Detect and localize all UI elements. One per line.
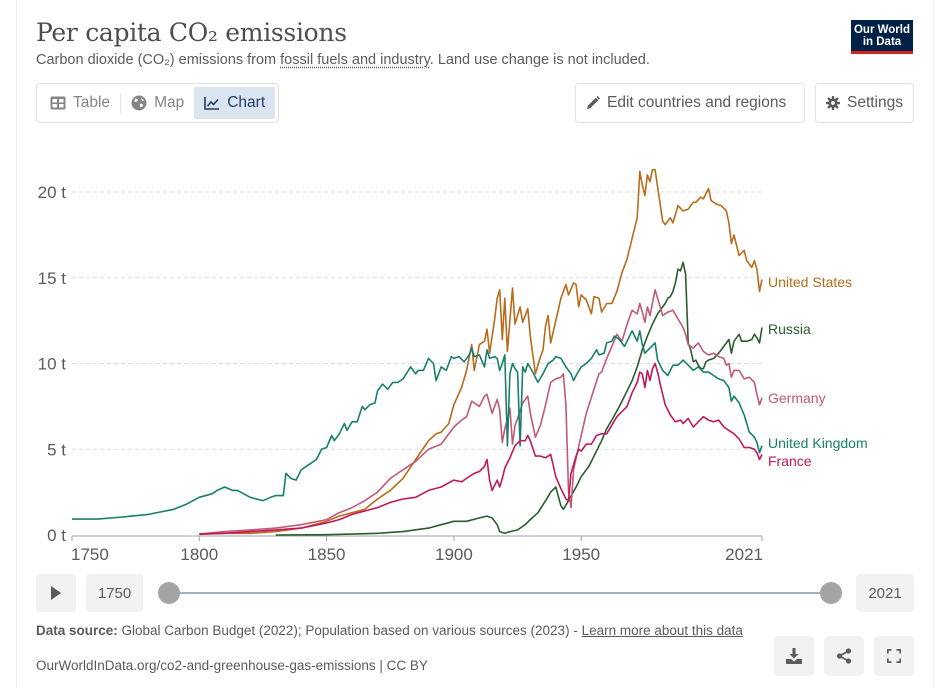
fossil-fuels-link[interactable]: fossil fuels and industry — [280, 52, 430, 68]
y-tick-label: 20 t — [38, 183, 67, 202]
fullscreen-button[interactable] — [874, 636, 914, 676]
legend: United States Russia Germany United Kingdom… — [768, 274, 868, 469]
pencil-icon — [587, 96, 600, 109]
y-tick-label: 0 t — [47, 526, 66, 545]
subtitle-text: Carbon dioxide (CO₂) emissions from — [36, 52, 281, 68]
globe-icon — [131, 95, 147, 111]
y-tick-label: 10 t — [38, 355, 67, 374]
table-icon — [50, 96, 66, 110]
x-axis: 1750 1800 1850 1900 1950 2021 — [71, 535, 763, 564]
y-tick-label: 15 t — [38, 269, 67, 288]
share-button[interactable] — [824, 636, 864, 676]
download-button[interactable] — [774, 636, 814, 676]
download-icon — [786, 648, 802, 664]
grid-lines — [72, 191, 762, 450]
play-icon — [51, 586, 61, 600]
series-line-russia[interactable] — [275, 261, 763, 536]
legend-label-germany[interactable]: Germany — [768, 390, 826, 406]
tab-chart[interactable]: Chart — [194, 87, 276, 119]
tab-map-label: Map — [154, 94, 185, 111]
end-year-box[interactable]: 2021 — [856, 574, 914, 612]
series-line-united-kingdom[interactable] — [72, 330, 763, 520]
x-tick-label: 1750 — [71, 545, 109, 564]
x-tick-label: 1800 — [180, 545, 218, 564]
timeline-track[interactable] — [169, 592, 831, 594]
series-lines — [72, 168, 763, 536]
chart-title: Per capita CO₂ emissions — [36, 18, 347, 47]
tab-map[interactable]: Map — [121, 87, 194, 119]
legend-label-russia[interactable]: Russia — [768, 321, 811, 337]
learn-more-link[interactable]: Learn more about this data — [581, 623, 743, 638]
tab-table[interactable]: Table — [40, 87, 120, 119]
legend-label-united-states[interactable]: United States — [768, 274, 852, 290]
line-chart-icon — [204, 97, 220, 110]
legend-label-france[interactable]: France — [768, 453, 812, 469]
subtitle-text-end: . Land use change is not included. — [429, 52, 650, 68]
fullscreen-icon — [887, 649, 901, 663]
tab-chart-label: Chart — [227, 94, 266, 111]
y-tick-label: 5 t — [47, 440, 66, 459]
source-label: Data source: — [36, 623, 118, 638]
legend-label-united-kingdom[interactable]: United Kingdom — [768, 435, 868, 451]
share-icon — [836, 648, 852, 664]
data-source: Data source: Global Carbon Budget (2022)… — [36, 622, 756, 639]
x-tick-label: 2021 — [725, 545, 763, 564]
source-url: OurWorldInData.org/co2-and-greenhouse-ga… — [36, 658, 428, 673]
settings-label: Settings — [846, 94, 903, 111]
edit-countries-button[interactable]: Edit countries and regions — [575, 83, 805, 123]
source-text: Global Carbon Budget (2022); Population … — [117, 623, 582, 638]
logo-line-2: in Data — [862, 36, 902, 48]
x-tick-label: 1900 — [435, 545, 473, 564]
y-axis: 0 t 5 t 10 t 15 t 20 t — [38, 183, 67, 545]
play-button[interactable] — [36, 574, 76, 612]
chart-subtitle: Carbon dioxide (CO₂) emissions from foss… — [36, 52, 650, 68]
tab-divider — [120, 93, 122, 113]
gear-icon — [826, 96, 840, 110]
timeline: 1750 2021 — [36, 574, 914, 612]
start-year-handle[interactable] — [158, 582, 180, 604]
owid-logo[interactable]: Our World in Data — [851, 20, 913, 54]
line-chart: 0 t 5 t 10 t 15 t 20 t 1750 1800 1850 1900 1950 2… — [38, 168, 868, 564]
x-tick-label: 1950 — [562, 545, 600, 564]
logo-line-1: Our World — [853, 24, 910, 36]
edit-countries-label: Edit countries and regions — [607, 94, 787, 111]
tab-table-label: Table — [73, 94, 111, 111]
series-line-germany[interactable] — [199, 289, 763, 535]
settings-button[interactable]: Settings — [815, 83, 914, 123]
end-year-handle[interactable] — [820, 582, 842, 604]
start-year-box[interactable]: 1750 — [86, 574, 143, 612]
view-tabs: Table Map Chart — [36, 83, 280, 123]
x-tick-label: 1850 — [308, 545, 346, 564]
series-line-france[interactable] — [199, 362, 763, 535]
series-line-united-states[interactable] — [199, 168, 763, 536]
